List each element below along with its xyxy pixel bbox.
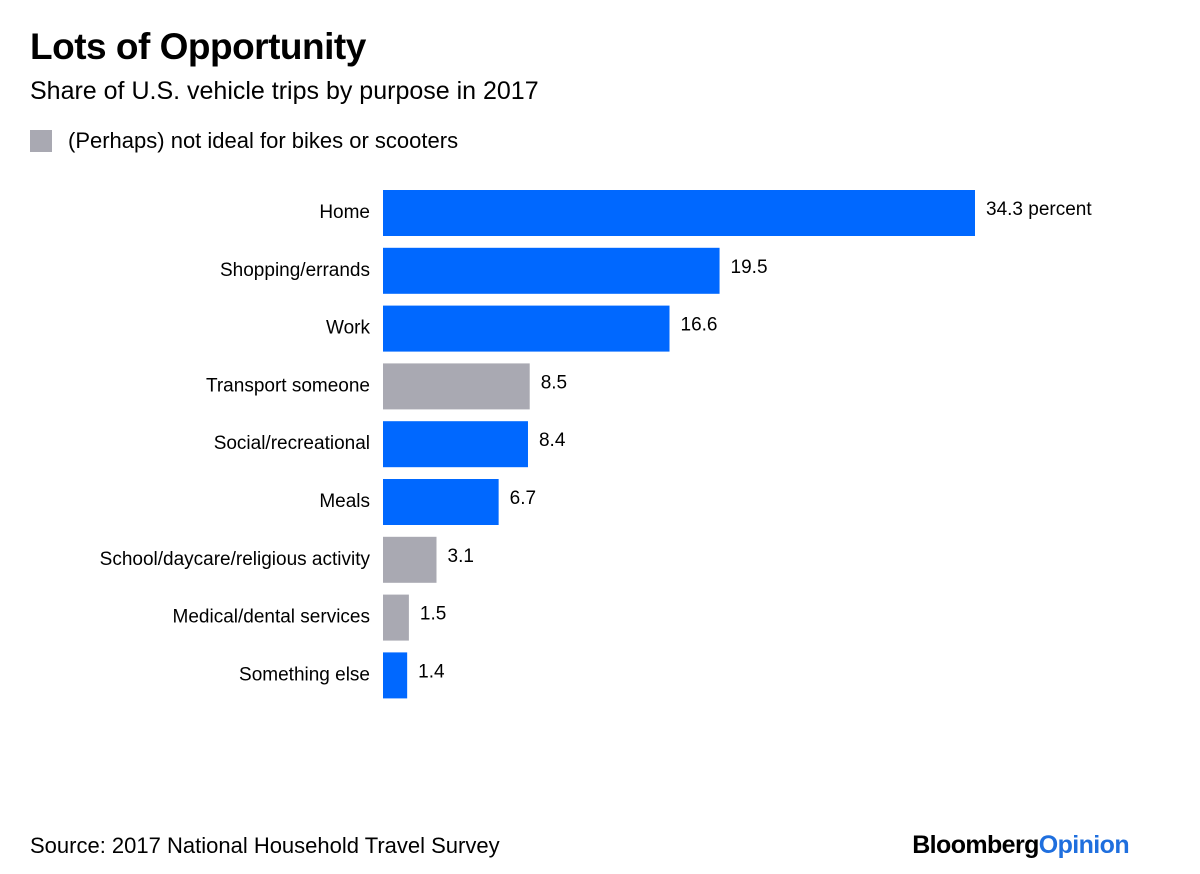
bar xyxy=(383,363,530,410)
brand-name: Bloomberg xyxy=(912,831,1039,859)
category-label: Shopping/errands xyxy=(220,260,370,281)
category-label: Social/recreational xyxy=(214,433,370,454)
chart-subtitle: Share of U.S. vehicle trips by purpose i… xyxy=(30,77,539,105)
value-label: 6.7 xyxy=(510,488,536,509)
brand-opinion: Opinion xyxy=(1038,831,1130,859)
chart-title: Lots of Opportunity xyxy=(30,26,366,67)
value-label: 1.5 xyxy=(420,604,446,625)
bar xyxy=(383,594,409,641)
bar xyxy=(383,479,499,525)
bar xyxy=(383,652,408,699)
legend-swatch xyxy=(30,130,52,152)
brand-logo: BloombergOpinion xyxy=(912,831,1129,860)
bar xyxy=(383,536,437,583)
bar xyxy=(383,421,528,468)
legend-label: (Perhaps) not ideal for bikes or scooter… xyxy=(68,128,459,153)
source-note: Source: 2017 National Household Travel S… xyxy=(30,833,500,858)
bar xyxy=(383,190,975,236)
value-label: 8.5 xyxy=(541,372,567,393)
legend: (Perhaps) not ideal for bikes or scooter… xyxy=(30,127,458,155)
bar xyxy=(383,247,720,294)
category-label: Transport someone xyxy=(206,375,370,396)
value-label: 34.3 percent xyxy=(986,199,1092,220)
value-label: 19.5 xyxy=(731,257,768,278)
value-label: 3.1 xyxy=(448,546,474,567)
category-label: Home xyxy=(319,202,370,223)
category-label: Something else xyxy=(239,664,370,685)
category-label: Meals xyxy=(319,491,370,512)
value-label: 8.4 xyxy=(539,430,566,451)
value-label: 16.6 xyxy=(681,315,718,336)
bar xyxy=(383,305,670,352)
value-label: 1.4 xyxy=(418,661,445,682)
category-label: School/daycare/religious activity xyxy=(100,549,371,570)
category-label: Work xyxy=(326,318,370,339)
category-label: Medical/dental services xyxy=(173,607,370,628)
